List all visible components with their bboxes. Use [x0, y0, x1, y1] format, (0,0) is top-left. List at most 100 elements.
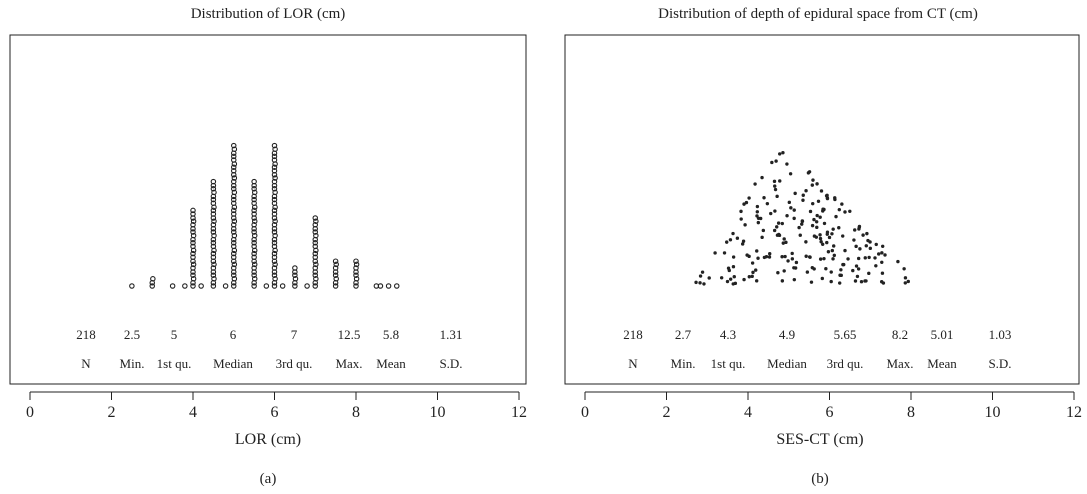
- data-point: [815, 213, 819, 218]
- stat-value: 5: [171, 327, 178, 342]
- data-point: [231, 186, 237, 192]
- data-point: [707, 276, 711, 280]
- data-point: [263, 283, 270, 289]
- data-point: [231, 146, 238, 152]
- data-point: [787, 200, 792, 205]
- data-point: [808, 209, 813, 214]
- data-point: [251, 186, 257, 192]
- stat-label: S.D.: [439, 356, 462, 371]
- data-point: [765, 201, 770, 206]
- data-point: [211, 276, 217, 282]
- data-point: [272, 189, 278, 196]
- data-point: [231, 178, 237, 185]
- data-point: [775, 194, 779, 199]
- data-point: [272, 232, 278, 239]
- data-point: [190, 222, 196, 228]
- data-point: [784, 240, 788, 245]
- data-point: [222, 283, 229, 289]
- data-point: [231, 211, 237, 217]
- data-point: [790, 251, 794, 256]
- data-point: [853, 228, 857, 232]
- data-point: [780, 221, 784, 226]
- data-point: [755, 249, 759, 253]
- data-point: [755, 210, 760, 214]
- data-point: [841, 234, 845, 238]
- data-point: [773, 184, 777, 188]
- data-point: [868, 246, 873, 251]
- data-point: [874, 242, 878, 247]
- data-point: [827, 235, 832, 240]
- summary-stats: 218 N 2.5 Min. 5 1st qu. 6 Median 7 3rd qu. 12.5 Ma…: [76, 327, 462, 371]
- data-point: [292, 276, 299, 282]
- data-point: [837, 207, 842, 212]
- data-point: [743, 223, 747, 227]
- stat-label: Median: [767, 356, 807, 371]
- data-point: [251, 222, 257, 228]
- data-point: [877, 252, 881, 256]
- data-point: [815, 225, 819, 230]
- data-point: [271, 265, 278, 271]
- data-point: [333, 261, 339, 268]
- data-point: [251, 243, 257, 250]
- data-point: [776, 221, 781, 225]
- data-point: [231, 164, 237, 170]
- data-point: [837, 226, 841, 230]
- data-point: [865, 231, 869, 236]
- data-point: [830, 248, 835, 253]
- data-point: [903, 276, 908, 280]
- data-point: [312, 215, 318, 221]
- stat-value: 12.5: [338, 327, 361, 342]
- data-point: [271, 272, 278, 278]
- data-point: [825, 193, 829, 198]
- data-point: [808, 255, 812, 259]
- data-point: [231, 276, 238, 282]
- data-point: [231, 153, 237, 160]
- data-point: [812, 267, 816, 271]
- data-point: [231, 168, 237, 174]
- data-point: [818, 236, 823, 241]
- summary-stats: 218 N 2.7 Min. 4.3 1st qu. 4.9 Median 5.65 3rd qu…: [623, 327, 1011, 371]
- data-point: [272, 175, 278, 181]
- data-point: [769, 211, 773, 216]
- data-point: [781, 241, 785, 245]
- data-point: [756, 256, 760, 260]
- data-point: [251, 218, 258, 224]
- data-point: [231, 250, 237, 257]
- data-point: [279, 283, 286, 289]
- data-point: [818, 257, 823, 261]
- data-point: [742, 202, 746, 206]
- data-point: [790, 257, 795, 261]
- data-point: [780, 255, 784, 259]
- data-point: [880, 251, 884, 255]
- data-point: [851, 268, 855, 273]
- data-point: [816, 199, 821, 204]
- data-point: [210, 265, 217, 271]
- data-point: [251, 229, 257, 235]
- data-point: [800, 219, 805, 223]
- stat-value: 2.7: [675, 327, 692, 342]
- x-tick-label: 8: [907, 404, 915, 421]
- data-point: [353, 261, 360, 268]
- data-point: [797, 225, 801, 230]
- data-point: [750, 274, 754, 279]
- data-point: [739, 217, 743, 221]
- data-point: [129, 283, 135, 289]
- panel-a: Distribution of LOR (cm) 218 N 2.5 Min. 5 1st…: [9, 6, 527, 487]
- stat-label: N: [628, 356, 638, 371]
- data-point: [855, 274, 860, 279]
- data-point: [190, 276, 197, 282]
- data-point: [190, 207, 196, 214]
- data-point: [333, 276, 339, 282]
- data-point: [393, 283, 400, 289]
- data-point: [313, 261, 319, 268]
- x-tick-label: 0: [581, 404, 589, 421]
- data-point: [312, 254, 318, 260]
- data-point: [312, 243, 318, 250]
- data-point: [829, 270, 833, 274]
- data-point: [231, 222, 237, 228]
- data-point: [271, 229, 278, 235]
- data-point: [745, 253, 749, 257]
- data-point: [852, 238, 856, 242]
- data-point: [169, 283, 176, 289]
